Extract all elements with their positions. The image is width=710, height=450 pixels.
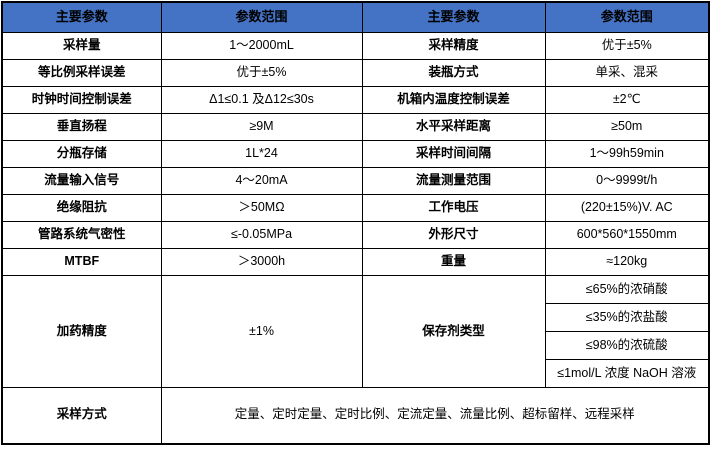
param-cell: 装瓶方式 [361, 59, 546, 87]
param-cell: 流量测量范围 [361, 167, 546, 195]
value-cell: ≈120kg [544, 248, 710, 276]
param-cell: 机箱内温度控制误差 [361, 86, 546, 114]
table-row-dosing: 加药精度 ±1% 保存剂类型 ≤65%的浓硝酸 [1, 275, 710, 388]
param-cell-dosing-accuracy: 加药精度 [1, 275, 162, 388]
param-cell: 等比例采样误差 [1, 59, 162, 87]
table-row: 时钟时间控制误差 Δ1≤0.1 及Δ12≤30s 机箱内温度控制误差 ±2℃ [1, 86, 710, 114]
table-row: 垂直扬程 ≥9M 水平采样距离 ≥50m [1, 113, 710, 141]
value-cell: 优于±5% [544, 32, 710, 60]
table-row: 分瓶存储 1L*24 采样时间间隔 1～99h59min [1, 140, 710, 168]
param-cell: 管路系统气密性 [1, 221, 162, 249]
column-header-range-left: 参数范围 [160, 1, 363, 33]
value-cell: ±2℃ [544, 86, 710, 114]
value-cell: ≥50m [544, 113, 710, 141]
value-cell: ＞3000h [160, 248, 363, 276]
param-cell: 重量 [361, 248, 546, 276]
value-cell: ＞50MΩ [160, 194, 363, 222]
param-cell: 水平采样距离 [361, 113, 546, 141]
param-cell: 绝缘阻抗 [1, 194, 162, 222]
table-row-preservative: ≤98%的浓硫酸 [2, 331, 710, 360]
param-cell: 采样量 [1, 32, 162, 60]
preservative-value: ≤98%的浓硫酸 [544, 331, 710, 360]
value-cell: 单采、混采 [544, 59, 710, 87]
param-cell-preservative-type: 保存剂类型 [361, 275, 546, 388]
param-cell: 采样时间间隔 [361, 140, 546, 168]
value-cell: 1～2000mL [160, 32, 363, 60]
table-row: 流量输入信号 4～20mA 流量测量范围 0～9999t/h [1, 167, 710, 195]
param-cell: 工作电压 [361, 194, 546, 222]
column-header-param-left: 主要参数 [1, 1, 162, 33]
param-cell: 分瓶存储 [1, 140, 162, 168]
param-cell: 采样精度 [361, 32, 546, 60]
value-cell: 1～99h59min [544, 140, 710, 168]
param-cell: 时钟时间控制误差 [1, 86, 162, 114]
column-header-param-right: 主要参数 [361, 1, 546, 33]
value-cell: 600*560*1550mm [544, 221, 710, 249]
table-row: MTBF ＞3000h 重量 ≈120kg [1, 248, 710, 276]
value-cell: ≤-0.05MPa [160, 221, 363, 249]
param-cell: 垂直扬程 [1, 113, 162, 141]
value-cell: 1L*24 [160, 140, 363, 168]
value-cell: 0～9999t/h [544, 167, 710, 195]
param-cell-sampling-mode: 采样方式 [1, 387, 162, 444]
table-row-preservative: ≤35%的浓盐酸 [2, 303, 710, 332]
param-cell: 外形尺寸 [361, 221, 546, 249]
param-cell: MTBF [1, 248, 162, 276]
table-row: 等比例采样误差 优于±5% 装瓶方式 单采、混采 [1, 59, 710, 87]
value-cell-sampling-mode: 定量、定时定量、定时比例、定流定量、流量比例、超标留样、远程采样 [160, 387, 710, 444]
table-row: 采样量 1～2000mL 采样精度 优于±5% [1, 32, 710, 60]
table-row-sampling-mode: 采样方式 定量、定时定量、定时比例、定流定量、流量比例、超标留样、远程采样 [1, 387, 710, 444]
value-cell-dosing-accuracy: ±1% [160, 275, 363, 388]
preservative-value: ≤65%的浓硝酸 [544, 275, 710, 304]
table-row: 绝缘阻抗 ＞50MΩ 工作电压 (220±15%)V. AC [1, 194, 710, 222]
header-row: 主要参数 参数范围 主要参数 参数范围 [1, 1, 710, 33]
preservative-value: ≤1mol/L 浓度 NaOH 溶液 [544, 359, 710, 388]
param-cell: 流量输入信号 [1, 167, 162, 195]
preservative-value: ≤35%的浓盐酸 [544, 303, 710, 332]
value-cell: (220±15%)V. AC [544, 194, 710, 222]
value-cell: 4～20mA [160, 167, 363, 195]
column-header-range-right: 参数范围 [544, 1, 710, 33]
table-row: 管路系统气密性 ≤-0.05MPa 外形尺寸 600*560*1550mm [1, 221, 710, 249]
value-cell: 优于±5% [160, 59, 363, 87]
value-cell: Δ1≤0.1 及Δ12≤30s [160, 86, 363, 114]
value-cell: ≥9M [160, 113, 363, 141]
